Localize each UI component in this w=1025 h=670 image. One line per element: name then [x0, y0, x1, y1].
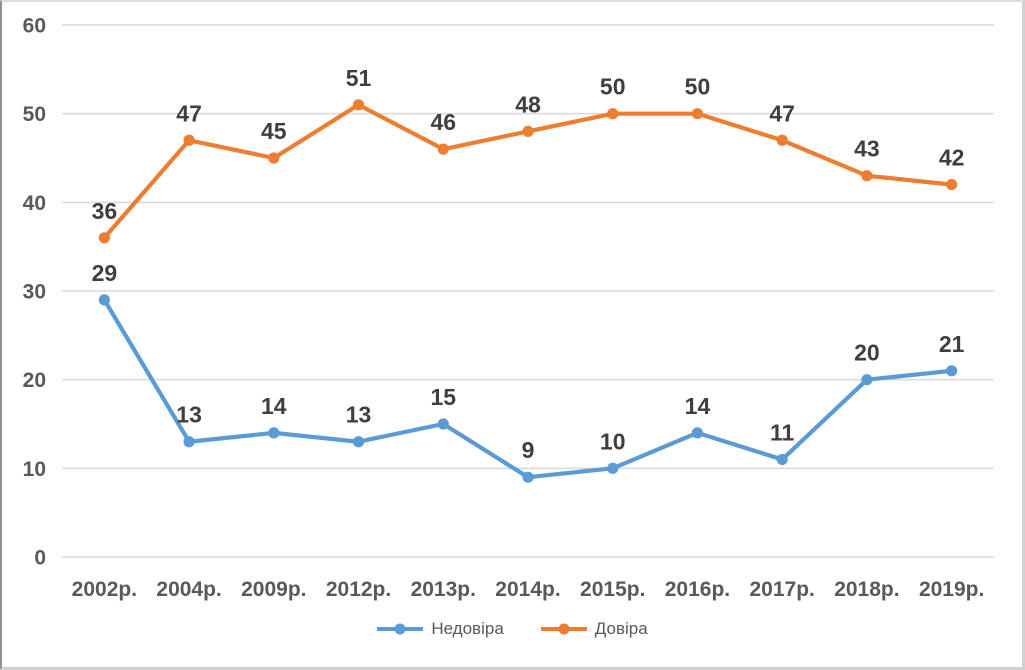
- x-tick-label-8: 2017р.: [749, 578, 814, 601]
- series-0-data-label-6: 10: [600, 428, 626, 454]
- legend-marker-nedovira: [377, 623, 424, 635]
- y-tick-label-60: 60: [23, 15, 46, 38]
- series-0-marker-2: [268, 427, 280, 439]
- x-tick-label-5: 2014р.: [495, 578, 560, 601]
- x-tick-label-10: 2019р.: [919, 578, 984, 601]
- y-tick-label-10: 10: [23, 458, 46, 481]
- series-1-marker-9: [861, 170, 873, 182]
- y-tick-label-40: 40: [23, 192, 46, 215]
- series-1-data-label-1: 47: [176, 100, 202, 126]
- series-1-marker-1: [183, 134, 195, 146]
- legend-item-nedovira: Недовіра: [376, 619, 504, 639]
- series-1-data-label-4: 46: [430, 109, 456, 135]
- x-tick-label-6: 2015р.: [580, 578, 645, 601]
- series-0-data-label-5: 9: [522, 437, 535, 463]
- series-1-data-label-2: 45: [261, 118, 287, 144]
- series-0-marker-10: [946, 365, 958, 377]
- series-0-data-label-7: 14: [685, 393, 711, 419]
- y-tick-label-30: 30: [23, 281, 46, 304]
- series-0-marker-6: [607, 462, 619, 474]
- x-tick-label-1: 2004р.: [156, 578, 221, 601]
- legend-marker-dovira: [540, 623, 587, 635]
- series-1-marker-3: [352, 99, 365, 111]
- series-1-data-label-10: 42: [939, 145, 965, 171]
- series-1-marker-7: [691, 108, 704, 120]
- x-tick-label-4: 2013р.: [411, 578, 476, 601]
- chart-legend: Недовіра Довіра: [2, 619, 1022, 639]
- series-0-data-label-2: 14: [261, 393, 287, 419]
- series-1-data-label-3: 51: [346, 65, 372, 91]
- legend-label-nedovira: Недовіра: [431, 619, 504, 638]
- series-1-marker-6: [607, 108, 619, 120]
- legend-label-dovira: Довіра: [594, 619, 648, 638]
- series-0-marker-8: [776, 453, 788, 466]
- series-0-marker-9: [861, 374, 873, 386]
- series-1-marker-2: [268, 152, 280, 164]
- series-1-data-label-7: 50: [685, 74, 711, 100]
- series-1-data-label-0: 36: [92, 198, 118, 224]
- series-0-data-label-9: 20: [854, 340, 880, 366]
- series-0-data-label-1: 13: [176, 402, 202, 428]
- x-tick-label-0: 2002р.: [72, 578, 137, 601]
- series-1-data-label-5: 48: [515, 91, 541, 117]
- series-line-1: [102, 102, 954, 240]
- legend-item-dovira: Довіра: [540, 619, 648, 639]
- series-0-marker-4: [437, 418, 449, 430]
- series-0-marker-3: [352, 436, 365, 448]
- x-tick-label-2: 2009р.: [241, 578, 306, 601]
- series-1-marker-10: [946, 179, 958, 191]
- x-tick-label-7: 2016р.: [665, 578, 730, 601]
- y-tick-label-20: 20: [23, 369, 46, 392]
- series-0-data-label-4: 15: [430, 384, 456, 410]
- x-tick-label-9: 2018р.: [834, 578, 899, 601]
- series-1-marker-4: [437, 143, 449, 155]
- y-tick-label-0: 0: [34, 547, 46, 570]
- series-0-data-label-0: 29: [92, 260, 118, 286]
- series-0-marker-0: [98, 294, 110, 306]
- series-1-data-label-6: 50: [600, 74, 626, 100]
- x-tick-label-3: 2012р.: [326, 578, 391, 601]
- series-1-data-label-8: 47: [769, 100, 795, 126]
- series-0-data-label-8: 11: [770, 419, 795, 445]
- series-0-data-label-3: 13: [346, 402, 372, 428]
- series-0-marker-1: [183, 436, 195, 448]
- series-0-marker-7: [691, 427, 704, 439]
- series-1-data-label-9: 43: [854, 136, 880, 162]
- series-1-marker-5: [522, 125, 534, 137]
- y-tick-label-50: 50: [23, 103, 46, 126]
- series-1-marker-0: [98, 232, 110, 244]
- series-0-marker-5: [522, 471, 534, 483]
- series-0-data-label-10: 21: [939, 331, 965, 357]
- series-1-marker-8: [776, 134, 788, 146]
